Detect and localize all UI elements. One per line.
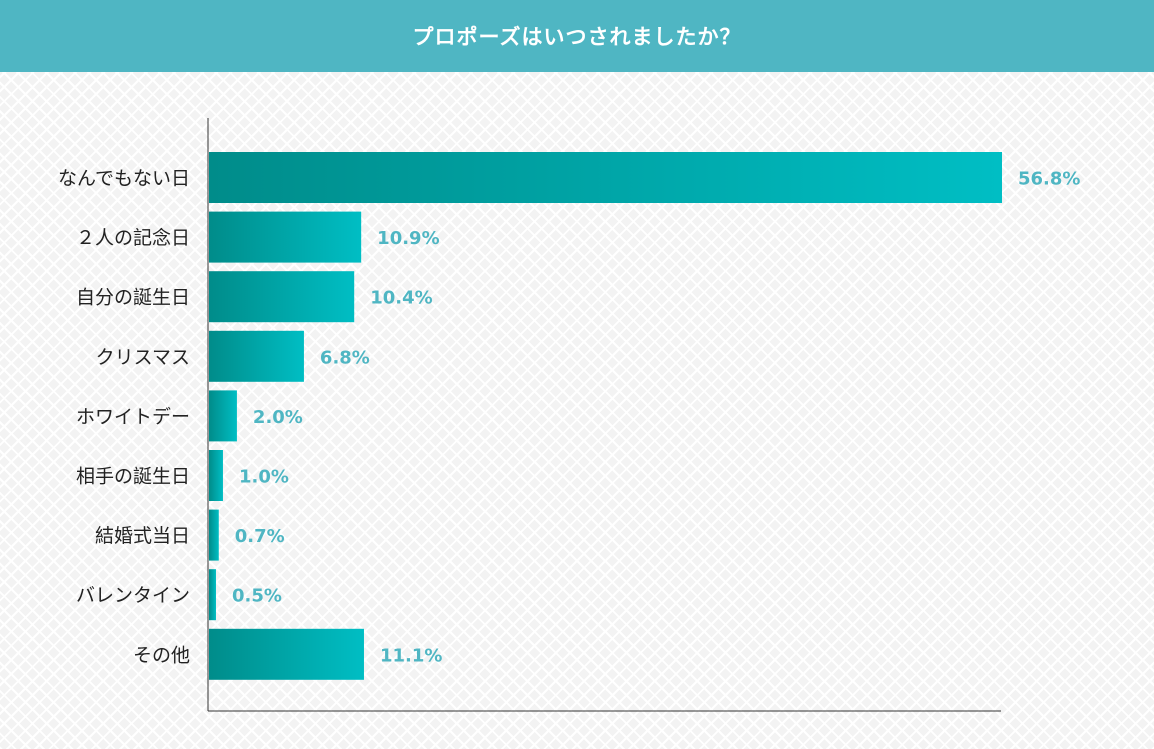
value-label: 11.1% xyxy=(380,645,442,666)
category-label: ホワイトデー xyxy=(76,406,190,428)
value-label: 1.0% xyxy=(239,467,289,488)
category-label: バレンタイン xyxy=(76,585,190,607)
category-label: 自分の誕生日 xyxy=(76,287,190,309)
value-label: 2.0% xyxy=(253,407,303,428)
value-label: 56.8% xyxy=(1018,169,1080,190)
category-label: 相手の誕生日 xyxy=(76,466,190,488)
bar xyxy=(209,509,219,561)
bar xyxy=(209,330,304,382)
bar xyxy=(209,569,216,621)
value-label: 6.8% xyxy=(320,347,370,368)
value-label: 0.7% xyxy=(235,526,285,547)
value-label: 10.4% xyxy=(370,288,432,309)
chart-title: プロポーズはいつされましたか？ xyxy=(0,0,1154,72)
bar xyxy=(209,211,362,263)
category-label: 結婚式当日 xyxy=(95,525,190,547)
bar xyxy=(209,628,364,680)
category-label: クリスマス xyxy=(96,346,190,368)
bar xyxy=(209,152,1002,203)
value-label: 0.5% xyxy=(232,586,282,607)
bar xyxy=(209,450,223,501)
category-label: なんでもない日 xyxy=(58,168,190,190)
bar xyxy=(209,390,237,442)
category-label: その他 xyxy=(133,644,190,666)
value-label: 10.9% xyxy=(377,228,439,249)
category-label: ２人の記念日 xyxy=(76,226,190,249)
bar xyxy=(209,271,355,323)
